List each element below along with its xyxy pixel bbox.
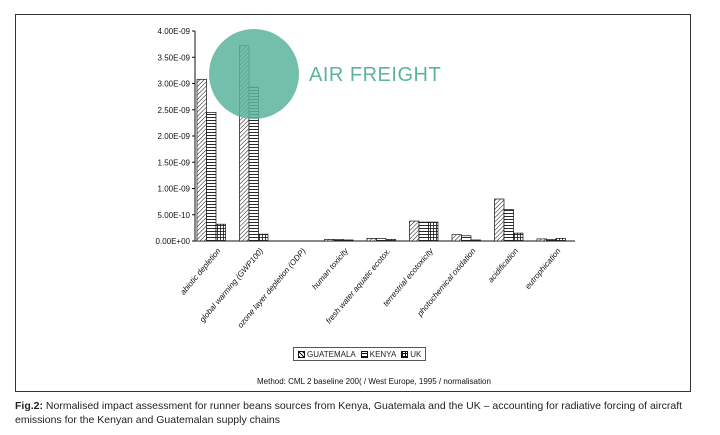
figure-caption: Fig.2: Normalised impact assessment for …	[15, 399, 705, 427]
bar-kenya	[461, 235, 472, 242]
legend-swatch-uk	[401, 350, 409, 358]
bar-kenya	[206, 112, 217, 242]
bar-guatemala	[494, 198, 505, 242]
bar-uk	[343, 239, 354, 242]
bar-guatemala	[451, 234, 462, 242]
legend-swatch-guatemala	[298, 350, 305, 358]
bar-uk	[428, 221, 439, 242]
y-tick-label: 4.00E-09	[158, 27, 191, 36]
legend-swatch-kenya	[360, 350, 368, 358]
air-freight-label: AIR FREIGHT	[309, 64, 442, 86]
y-tick-label: 3.50E-09	[158, 53, 191, 62]
bar-uk	[258, 233, 269, 242]
bar-kenya	[376, 238, 387, 242]
bar-guatemala	[536, 238, 547, 242]
y-tick-label: 1.50E-09	[158, 158, 191, 167]
y-tick-label: 1.00E-09	[158, 185, 191, 194]
bar-kenya	[418, 221, 429, 242]
impact-bar-chart: 0.00E+00 5.00E-10 1.00E-09 1.50E-09 2.00E-09…	[156, 27, 575, 330]
legend-label-uk: UK	[410, 349, 422, 359]
bar-uk	[215, 223, 226, 242]
bar-uk	[513, 232, 524, 242]
bar-kenya	[333, 239, 344, 242]
bar-uk	[470, 239, 481, 242]
figure-frame	[15, 14, 691, 392]
y-tick-label: 3.00E-09	[158, 80, 191, 89]
x-tick-label: abiotic depletion	[178, 246, 222, 296]
legend-item-kenya: KENYA	[360, 349, 397, 359]
bar-kenya	[503, 209, 514, 242]
x-tick-label: ozone layer depletion (ODP)	[236, 246, 308, 329]
x-tick-label: eutrophication	[523, 246, 563, 291]
bar-guatemala	[409, 220, 420, 242]
y-tick-label: 0.00E+00	[156, 237, 191, 246]
legend-label-guatemala: GUATEMALA	[307, 349, 356, 359]
bar-uk	[385, 239, 396, 242]
chart-legend: GUATEMALA KENYA UK	[293, 347, 427, 361]
bar-guatemala	[324, 239, 335, 242]
y-tick-label: 2.00E-09	[158, 132, 191, 141]
method-note: Method: CML 2 baseline 200( / West Europ…	[257, 377, 491, 386]
x-tick-label: acidification	[486, 246, 520, 284]
bar-guatemala	[366, 238, 377, 242]
legend-label-kenya: KENYA	[369, 349, 397, 359]
legend-item-uk: UK	[401, 350, 421, 359]
y-tick-label: 5.00E-10	[158, 211, 191, 220]
bar-guatemala	[196, 78, 207, 242]
bar-uk	[555, 238, 566, 242]
air-freight-highlight-circle	[209, 29, 299, 119]
x-tick-label: human toxicity	[310, 246, 350, 292]
bar-kenya	[546, 239, 557, 242]
legend-item-guatemala: GUATEMALA	[298, 350, 356, 359]
y-tick-label: 2.50E-09	[158, 106, 191, 115]
caption-text: Normalised impact assessment for runner …	[15, 400, 683, 426]
caption-prefix: Fig.2:	[15, 400, 43, 412]
